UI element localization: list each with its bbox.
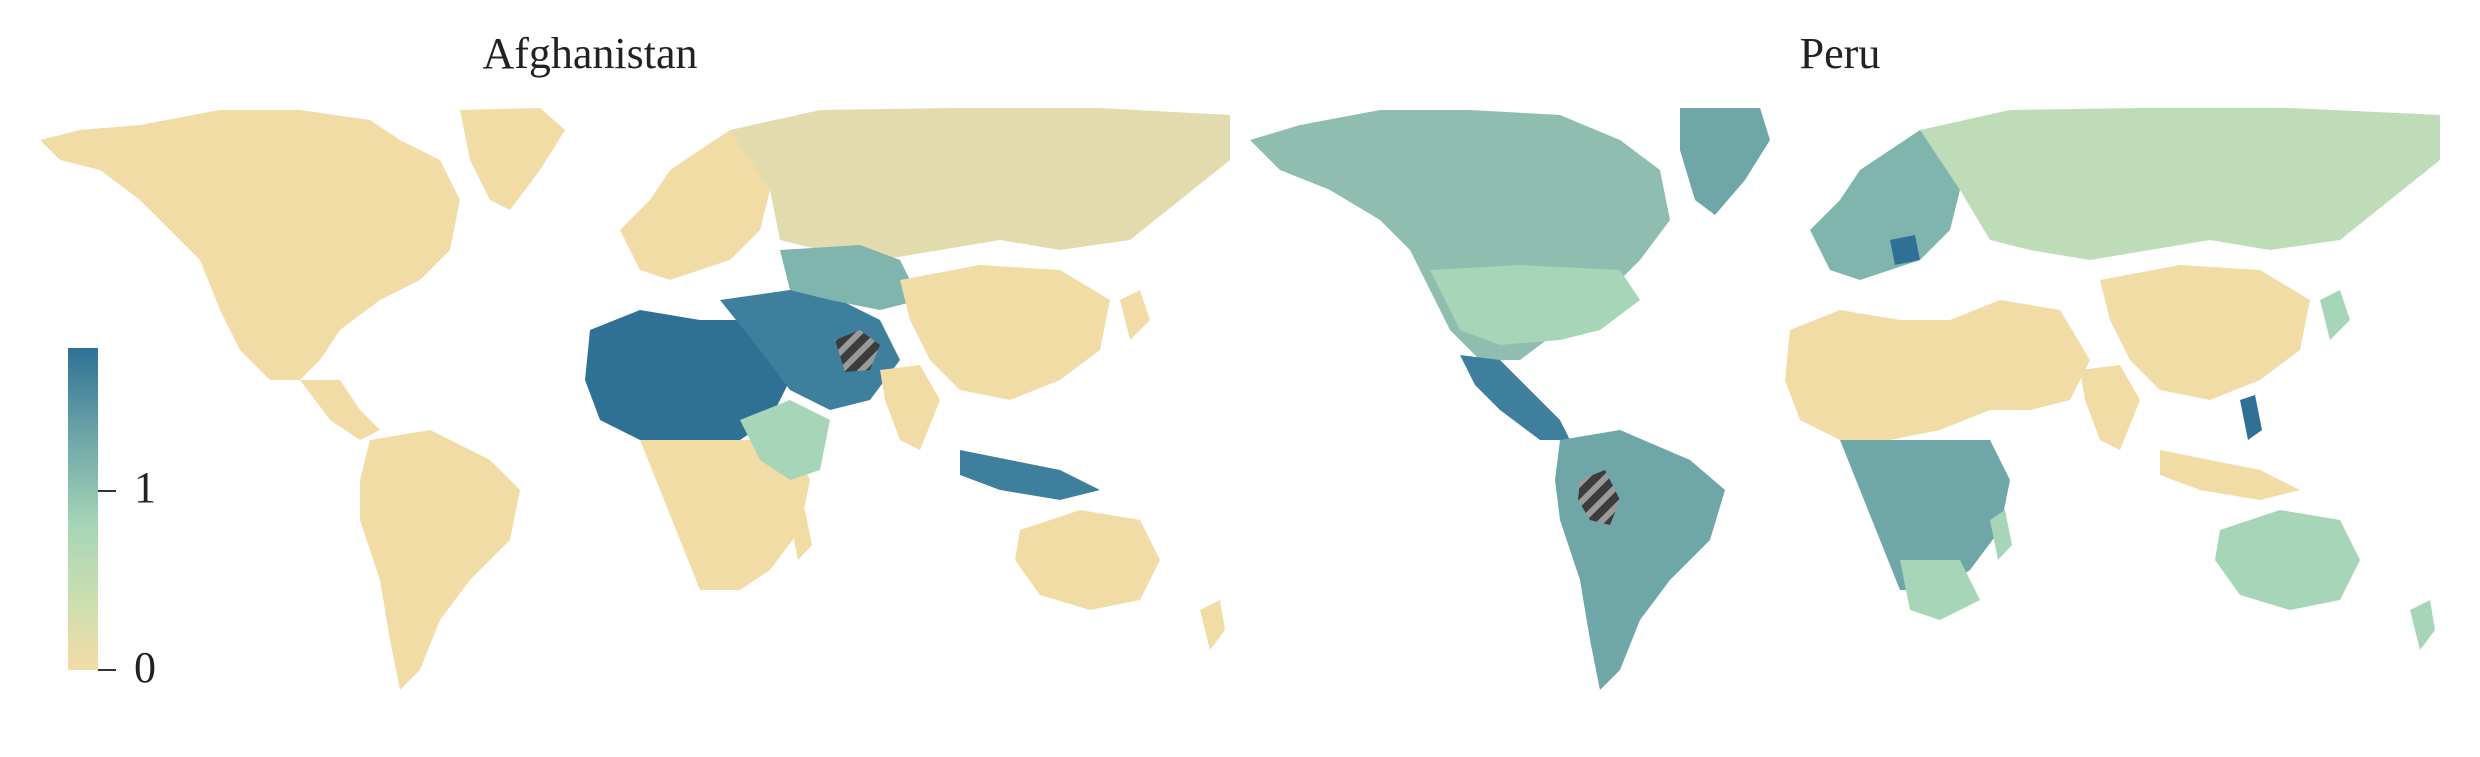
hatched-country-peru [1578, 470, 1620, 525]
horn-africa [740, 400, 830, 480]
south-america [1555, 430, 1725, 690]
usa [1430, 265, 1640, 345]
southern-africa [640, 440, 810, 590]
map-left [40, 108, 1230, 690]
colorbar-label-1: 1 [134, 463, 156, 512]
europe [1810, 130, 1960, 280]
greenland [1680, 108, 1770, 215]
middle-east [720, 290, 900, 410]
panel-title-right: Peru [1799, 29, 1881, 78]
new-zealand [2410, 600, 2435, 650]
north-africa [1785, 300, 2090, 440]
north-america [40, 110, 460, 380]
southeast-asia [2160, 450, 2300, 500]
southeast-asia [960, 450, 1100, 500]
russia [1920, 108, 2440, 260]
madagascar [790, 510, 812, 560]
south-asia [2080, 365, 2140, 450]
central-america [300, 380, 380, 440]
panel-title-left: Afghanistan [482, 29, 698, 78]
colorbar [68, 348, 98, 670]
central-america [1460, 355, 1570, 440]
poland [1890, 235, 1920, 265]
japan [1120, 290, 1150, 340]
japan [2320, 290, 2350, 340]
south-asia [880, 365, 940, 450]
russia [730, 108, 1230, 260]
australia [2215, 510, 2360, 610]
colorbar-tick-0 [98, 669, 116, 671]
south-america [360, 430, 520, 690]
madagascar [1990, 510, 2012, 560]
map-right [1250, 108, 2440, 690]
southern-africa [1900, 560, 1980, 620]
greenland [460, 108, 565, 210]
hatched-country-afghanistan [835, 330, 880, 372]
north-africa [585, 310, 790, 440]
east-asia [2100, 265, 2310, 400]
central-asia [780, 245, 920, 310]
philippines [2240, 395, 2262, 440]
colorbar-tick-1 [98, 490, 116, 492]
australia [1015, 510, 1160, 610]
europe [620, 130, 770, 280]
east-asia [900, 265, 1110, 400]
new-zealand [1200, 600, 1225, 650]
colorbar-label-0: 0 [134, 643, 156, 692]
central-africa [1840, 440, 2010, 590]
